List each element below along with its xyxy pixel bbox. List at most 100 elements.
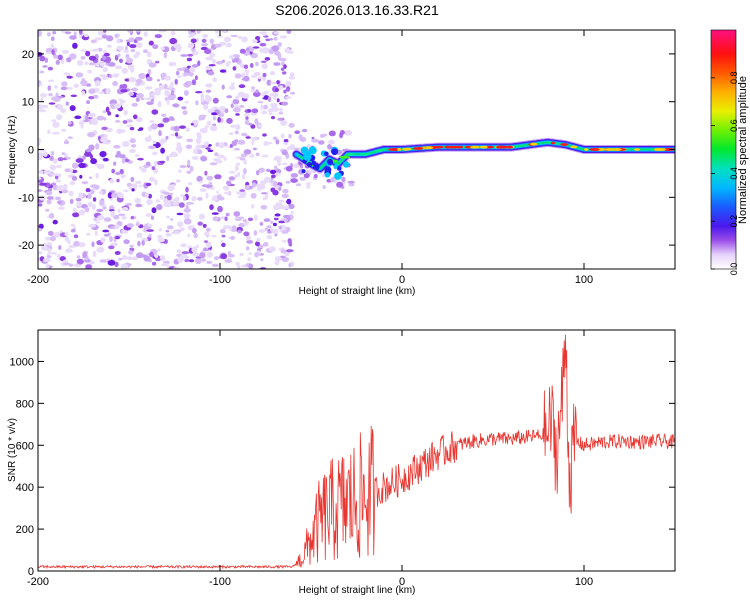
snr-x-tick-label: -100 [209, 576, 231, 588]
colorbar-label: Normalized spectral amplitude [737, 76, 749, 224]
noise-speckle [234, 73, 242, 79]
noise-speckle [41, 245, 48, 251]
noise-speckle [275, 139, 280, 145]
noise-speckle [103, 30, 107, 33]
noise-speckle [109, 178, 115, 184]
signal-hot-spot [445, 145, 451, 149]
noise-speckle [216, 60, 223, 65]
noise-speckle [164, 75, 171, 81]
noise-speckle [143, 226, 147, 233]
noise-speckle [64, 139, 68, 145]
noise-speckle [196, 134, 202, 140]
noise-speckle [212, 116, 216, 121]
noise-speckle [263, 90, 270, 94]
signal-blob [324, 166, 332, 174]
noise-speckle [174, 78, 178, 85]
noise-speckle [280, 120, 288, 126]
noise-speckle [45, 190, 53, 196]
noise-speckle [250, 63, 254, 68]
noise-speckle [232, 66, 236, 71]
noise-speckle [50, 173, 58, 176]
noise-speckle [149, 176, 155, 182]
noise-speckle [272, 97, 277, 100]
noise-speckle [165, 203, 172, 208]
noise-speckle [143, 31, 148, 37]
noise-speckle [86, 232, 91, 236]
noise-speckle [278, 199, 285, 203]
noise-speckle [135, 222, 141, 227]
noise-speckle [157, 100, 162, 108]
noise-speckle [40, 97, 44, 102]
noise-speckle [69, 35, 77, 40]
noise-speckle [60, 128, 67, 132]
noise-speckle [216, 190, 220, 194]
noise-speckle [207, 108, 215, 114]
noise-speckle [145, 161, 151, 166]
noise-speckle [184, 258, 190, 263]
noise-speckle [105, 88, 111, 95]
noise-speckle [269, 93, 273, 97]
noise-speckle [177, 75, 182, 78]
noise-speckle [113, 214, 120, 220]
noise-speckle [39, 82, 43, 86]
noise-speckle [211, 58, 216, 64]
noise-speckle [265, 38, 271, 42]
noise-speckle [198, 213, 205, 220]
noise-speckle [243, 220, 249, 226]
noise-speckle [224, 185, 230, 191]
noise-speckle [197, 149, 203, 155]
noise-speckle [123, 239, 130, 245]
noise-speckle [112, 80, 118, 87]
noise-speckle [64, 168, 72, 173]
noise-speckle [244, 184, 252, 191]
noise-speckle [246, 240, 254, 244]
noise-speckle [209, 204, 214, 211]
noise-speckle [258, 167, 266, 173]
noise-speckle [168, 61, 177, 67]
noise-speckle [68, 190, 74, 197]
noise-speckle [281, 150, 288, 156]
noise-speckle [336, 181, 344, 188]
noise-speckle [63, 183, 68, 190]
noise-speckle [72, 42, 78, 49]
noise-speckle [173, 230, 180, 235]
noise-speckle [280, 249, 287, 254]
noise-speckle [300, 177, 306, 181]
noise-speckle [186, 81, 192, 86]
noise-speckle [67, 121, 72, 125]
noise-speckle [262, 63, 268, 69]
noise-speckle [196, 30, 201, 34]
noise-speckle [138, 73, 147, 80]
noise-speckle [200, 97, 205, 102]
noise-speckle [103, 52, 110, 57]
noise-speckle [92, 197, 97, 202]
noise-speckle [240, 153, 248, 158]
noise-speckle [214, 152, 219, 157]
noise-speckle [293, 163, 300, 169]
noise-speckle [68, 263, 74, 267]
signal-hot-spot [634, 148, 640, 151]
snr-y-label: SNR (10 * v/v) [7, 418, 18, 482]
noise-speckle [114, 224, 120, 229]
noise-speckle [191, 51, 199, 56]
noise-speckle [115, 171, 121, 176]
noise-speckle [148, 233, 152, 238]
noise-speckle [244, 119, 250, 126]
noise-speckle [174, 196, 180, 202]
noise-speckle [71, 162, 79, 169]
noise-speckle [39, 195, 46, 201]
noise-speckle [38, 109, 47, 113]
noise-speckle [48, 93, 53, 97]
noise-speckle [96, 37, 103, 41]
noise-speckle [274, 256, 282, 262]
noise-speckle [128, 250, 134, 255]
noise-speckle [281, 71, 287, 75]
noise-speckle [272, 222, 277, 227]
noise-speckle [248, 122, 253, 126]
noise-speckle [212, 216, 219, 222]
noise-speckle [143, 255, 151, 262]
noise-speckle [284, 96, 292, 99]
noise-speckle [91, 203, 96, 211]
noise-speckle [271, 92, 279, 98]
noise-speckle [205, 89, 212, 93]
